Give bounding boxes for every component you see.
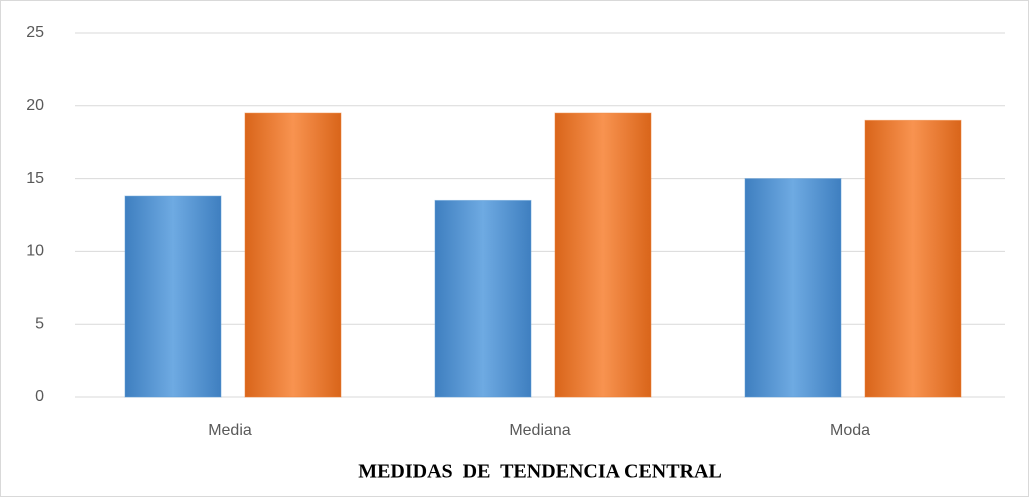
y-tick-label: 25	[26, 24, 44, 41]
y-tick-label: 0	[35, 388, 44, 405]
x-tick-label: Mediana	[509, 422, 570, 439]
y-tick-label: 5	[35, 315, 44, 332]
x-tick-label: Media	[208, 422, 252, 439]
chart-title: MEDIDAS DE TENDENCIA CENTRAL	[358, 461, 722, 483]
y-tick-label: 20	[26, 97, 44, 114]
bar	[864, 119, 962, 398]
bar	[744, 178, 842, 398]
bar	[434, 199, 532, 398]
y-tick-label: 10	[26, 243, 44, 260]
x-tick-label: Moda	[830, 422, 870, 439]
bar	[244, 112, 342, 398]
bar	[124, 195, 222, 398]
y-tick-label: 15	[26, 170, 44, 187]
bar	[554, 112, 652, 398]
